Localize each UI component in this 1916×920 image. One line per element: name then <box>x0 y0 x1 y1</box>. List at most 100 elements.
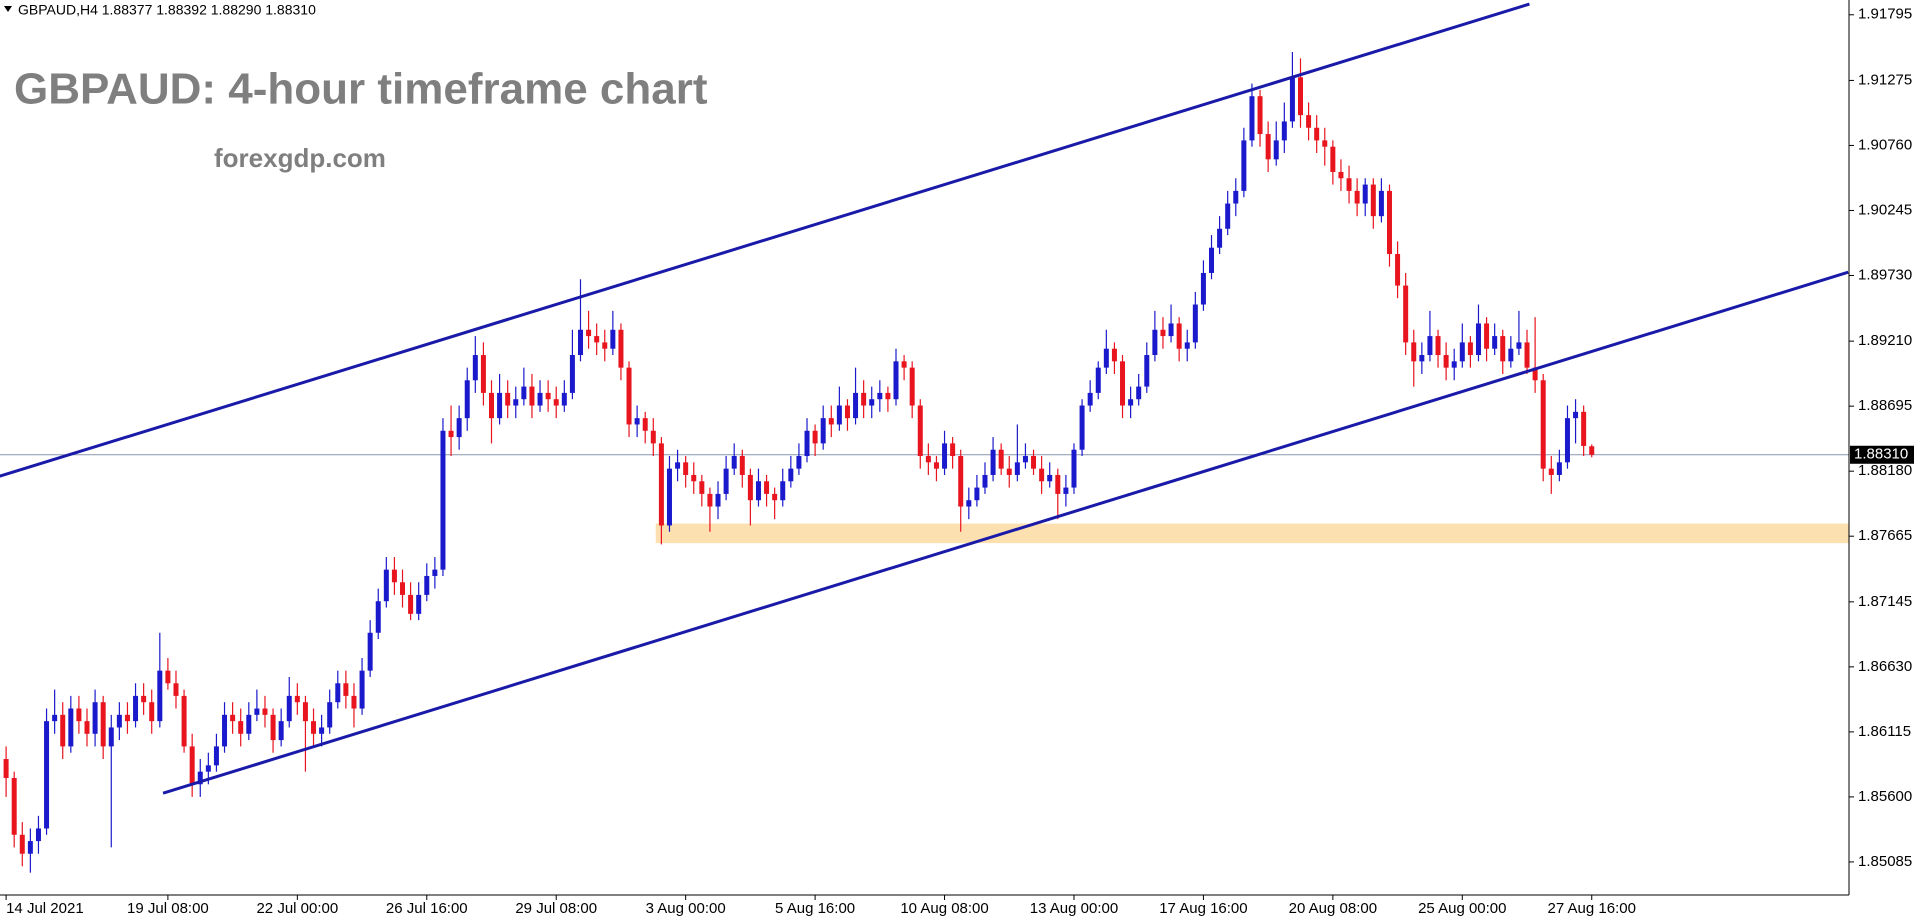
candle-body <box>691 474 697 482</box>
candle-body <box>1403 285 1409 343</box>
candle-body <box>1516 342 1522 349</box>
candle-body <box>772 493 778 501</box>
candle-body <box>618 329 624 368</box>
candle-body <box>1354 190 1360 204</box>
candle-body <box>311 721 317 734</box>
candle-body <box>666 468 672 526</box>
candle-body <box>149 702 155 722</box>
y-tick-label: 1.89210 <box>1858 332 1912 349</box>
candle-body <box>19 834 25 854</box>
candle-body <box>3 759 9 778</box>
y-tick-label: 1.91795 <box>1858 6 1912 23</box>
candle-body <box>1192 304 1198 343</box>
candle-body <box>286 695 292 722</box>
trend-line <box>162 270 1849 795</box>
candle-body <box>489 392 494 419</box>
candle-body <box>780 481 786 501</box>
candle-body <box>982 474 988 488</box>
candle-body <box>230 714 236 722</box>
candle-body <box>925 456 931 463</box>
candle-body <box>861 392 867 406</box>
candle-body <box>569 355 575 393</box>
candle-body <box>1500 336 1506 362</box>
candle-body <box>400 582 406 595</box>
candle-body <box>84 721 90 734</box>
candle-body <box>141 695 147 703</box>
candle-body <box>497 392 503 419</box>
candle-body <box>1362 184 1368 204</box>
candle-body <box>1273 140 1279 160</box>
candle-body <box>35 828 41 842</box>
y-tick-label: 1.88695 <box>1858 397 1912 414</box>
candle-body <box>1071 449 1077 488</box>
candle-body <box>545 392 551 400</box>
header-arrow <box>4 6 12 12</box>
candle-body <box>521 386 527 400</box>
candle-body <box>1217 228 1223 248</box>
candle-body <box>294 695 300 703</box>
candle-body <box>869 399 875 406</box>
candle-body <box>1225 203 1231 229</box>
candle-body <box>715 493 721 507</box>
candle-body <box>254 708 260 715</box>
candle-body <box>52 714 58 722</box>
candle-body <box>1055 474 1061 494</box>
candle-body <box>561 392 567 406</box>
chart-title: GBPAUD: 4-hour timeframe chart <box>14 65 708 114</box>
candle-body <box>480 355 486 393</box>
candle-body <box>1063 487 1069 494</box>
x-tick-label: 25 Aug 00:00 <box>1418 900 1506 917</box>
candle-body <box>893 361 899 400</box>
candle-body <box>788 468 794 482</box>
y-tick-label: 1.90760 <box>1858 136 1912 153</box>
candle-body <box>1079 405 1085 450</box>
candle-body <box>270 714 276 741</box>
candle-body <box>844 405 850 419</box>
y-tick-label: 1.87665 <box>1858 527 1912 544</box>
candle-body <box>343 683 349 696</box>
candle-body <box>165 670 171 684</box>
candle-body <box>836 405 842 425</box>
candle-body <box>197 771 203 785</box>
candle-body <box>124 714 130 722</box>
candle-body <box>1508 348 1514 362</box>
candle-body <box>1128 399 1134 406</box>
candle-body <box>1443 355 1449 368</box>
candle-body <box>812 430 818 444</box>
candle-body <box>650 430 656 444</box>
candle-body <box>1168 323 1174 337</box>
candle-body <box>1306 115 1312 128</box>
candle-body <box>933 462 939 469</box>
candle-body <box>1176 323 1182 349</box>
y-tick-label: 1.90245 <box>1858 201 1912 218</box>
candle-body <box>1265 134 1271 160</box>
candle-body <box>917 405 923 457</box>
candle-body <box>853 392 859 419</box>
candle-body <box>351 695 357 709</box>
candle-body <box>205 765 211 772</box>
trend-line <box>0 2 1530 478</box>
candle-body <box>1338 171 1344 179</box>
candle-body <box>634 418 640 425</box>
candle-body <box>537 392 543 406</box>
candle-body <box>100 702 106 747</box>
candle-body <box>1233 190 1239 204</box>
candle-body <box>1427 336 1433 356</box>
x-tick-label: 27 Aug 16:00 <box>1548 900 1636 917</box>
candle-body <box>764 481 770 494</box>
candle-body <box>683 462 689 475</box>
y-tick-label: 1.89730 <box>1858 266 1912 283</box>
candle-body <box>383 569 389 602</box>
candle-body <box>950 443 956 457</box>
candle-body <box>262 708 268 715</box>
candle-body <box>27 841 33 854</box>
candle-body <box>958 456 964 507</box>
candle-body <box>108 727 114 747</box>
candle-body <box>610 329 616 349</box>
candle-body <box>707 493 713 507</box>
candle-body <box>1532 367 1538 381</box>
y-tick-label: 1.85085 <box>1858 853 1912 870</box>
